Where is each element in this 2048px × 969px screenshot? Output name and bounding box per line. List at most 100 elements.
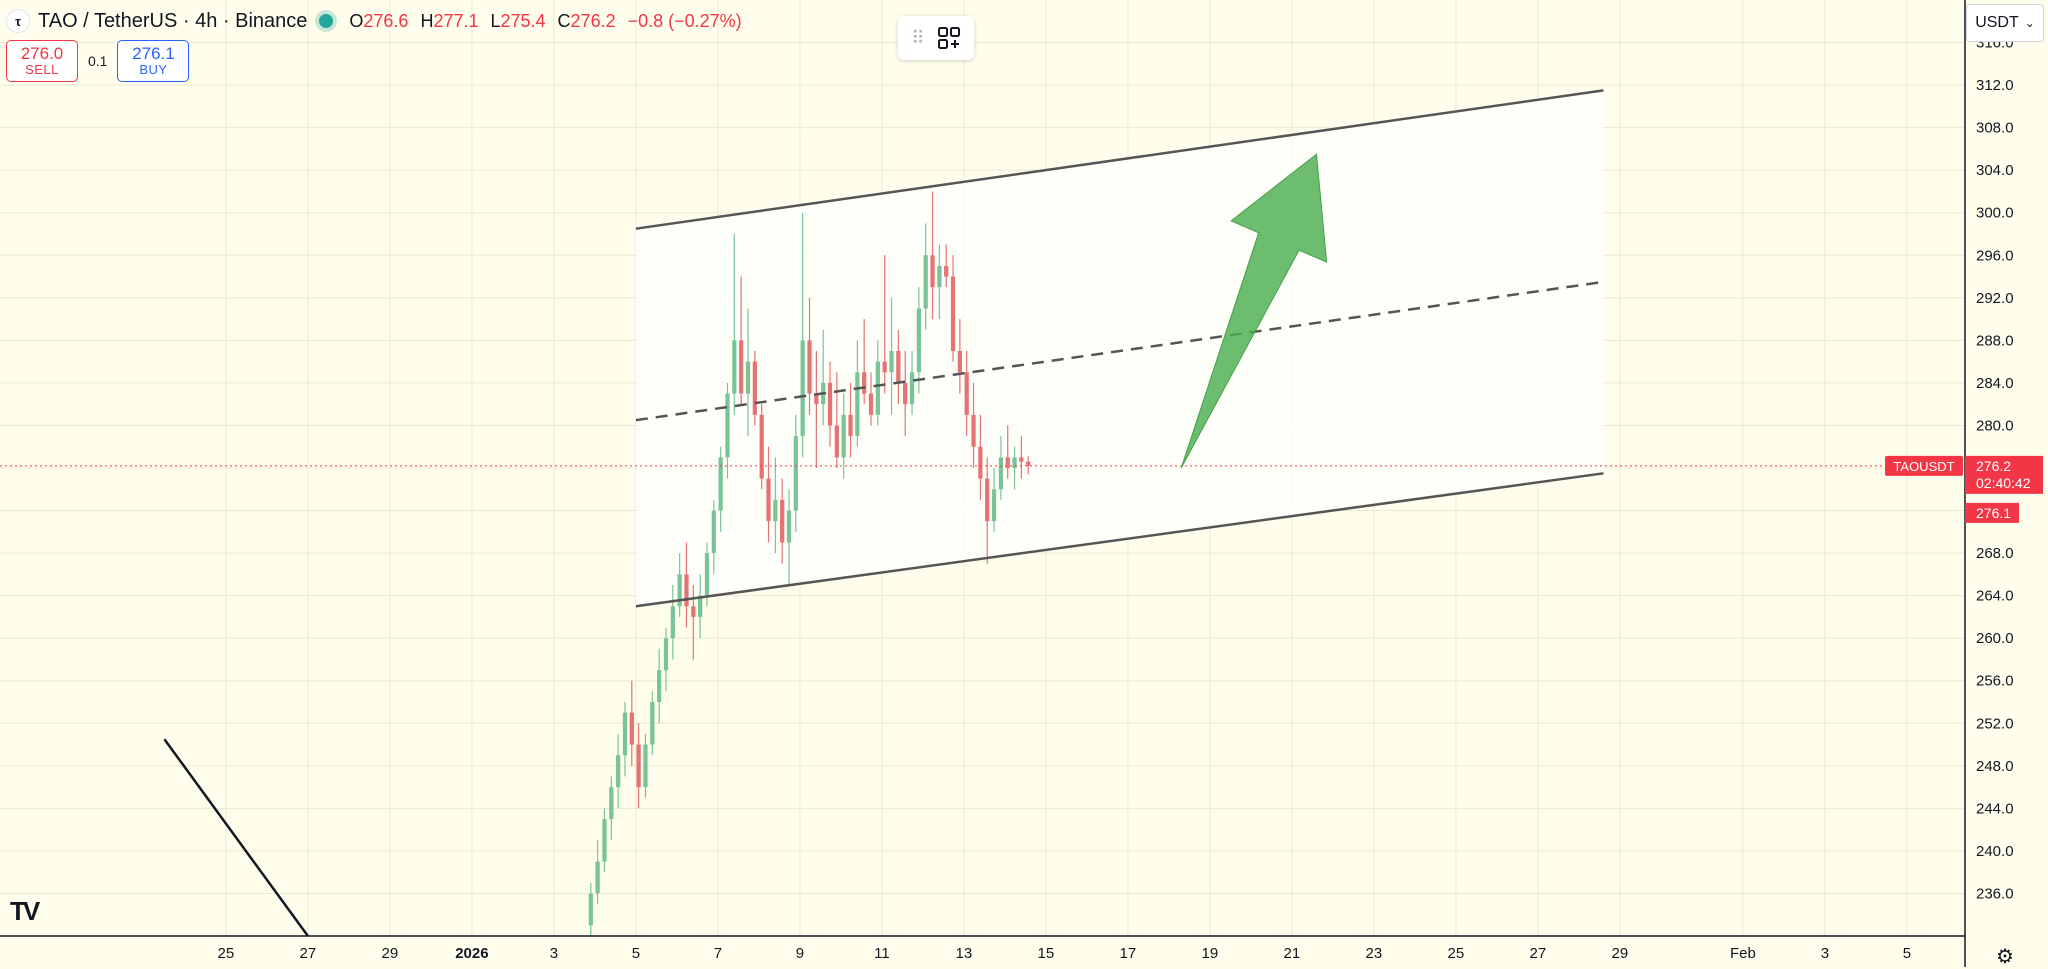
symbol-title[interactable]: TAO / TetherUS · 4h · Binance xyxy=(38,9,308,32)
buy-price: 276.1 xyxy=(132,43,175,63)
price-tick-label: 264.0 xyxy=(1976,588,2014,605)
channel-upper-line xyxy=(635,89,1604,230)
candle-up xyxy=(916,287,921,394)
channel-lower-line xyxy=(635,472,1604,608)
candle-down xyxy=(827,361,833,447)
currency-label: USDT xyxy=(1975,14,2019,31)
candle-up xyxy=(923,223,928,330)
candle-body xyxy=(595,861,600,894)
candle-up xyxy=(663,627,669,692)
candle-down xyxy=(985,457,990,564)
price-tick-label: 260.0 xyxy=(1976,630,2014,647)
time-tick-label: 3 xyxy=(1821,945,1829,962)
price-tick-label: 284.0 xyxy=(1976,375,2014,392)
candle-down xyxy=(882,255,887,394)
candle-down xyxy=(950,255,956,362)
candle-up xyxy=(998,436,1004,500)
candle-body xyxy=(663,638,669,671)
candle-body xyxy=(875,361,880,415)
time-tick-label: 5 xyxy=(1903,945,1911,962)
price-tick-label: 304.0 xyxy=(1976,162,2014,179)
candle-up xyxy=(855,340,860,447)
candle-body xyxy=(862,372,867,394)
candle-body xyxy=(916,308,921,373)
price-tick-label: 292.0 xyxy=(1976,290,2014,307)
buy-button[interactable]: 276.1 BUY xyxy=(117,40,190,82)
projection-arrow xyxy=(1180,153,1328,469)
candle-body xyxy=(903,382,908,405)
spread-value: 0.1 xyxy=(88,53,108,69)
candle-up xyxy=(595,840,600,905)
candle-body xyxy=(698,595,703,617)
price-tick-label: 300.0 xyxy=(1976,205,2014,222)
candle-body xyxy=(793,436,798,511)
candle-body xyxy=(588,893,593,926)
sell-label: SELL xyxy=(25,62,59,78)
candle-up xyxy=(616,733,621,809)
candle-up xyxy=(670,585,675,660)
candle-body xyxy=(971,414,976,447)
candle-down xyxy=(780,478,785,564)
ask-price-tag xyxy=(1965,502,2019,523)
time-tick-label: 27 xyxy=(1530,945,1547,962)
last-price-tag xyxy=(1965,455,2043,494)
candle-body xyxy=(855,372,860,437)
candle-body xyxy=(827,382,833,426)
candle-body xyxy=(800,340,805,437)
candle-body xyxy=(909,372,915,405)
price-tick-label: 308.0 xyxy=(1976,120,2014,137)
time-tick-label: 25 xyxy=(1448,945,1465,962)
candle-body xyxy=(766,478,771,522)
high-value: 277.1 xyxy=(433,10,479,31)
candle-up xyxy=(909,351,915,415)
price-tick-label: 236.0 xyxy=(1976,885,2014,902)
candle-body xyxy=(834,425,839,458)
candle-down xyxy=(807,297,812,415)
candle-up xyxy=(841,393,846,479)
candle-up xyxy=(773,457,778,554)
low-value: 275.4 xyxy=(500,10,546,31)
candle-down xyxy=(834,372,839,468)
candle-down xyxy=(957,319,962,394)
sell-price: 276.0 xyxy=(20,43,64,63)
candle-up xyxy=(588,882,593,936)
candle-body xyxy=(650,702,655,745)
time-tick-label: 27 xyxy=(300,945,317,962)
candle-up xyxy=(889,297,894,415)
candle-body xyxy=(643,744,648,788)
time-tick-label: 25 xyxy=(218,945,235,962)
price-tick-label: 312.0 xyxy=(1976,77,2014,94)
price-tick-label: 240.0 xyxy=(1976,843,2014,860)
price-tick-label: 280.0 xyxy=(1976,417,2014,434)
tao-logo-icon: τ xyxy=(6,9,30,33)
candle-up xyxy=(745,308,751,437)
add-widget-icon[interactable] xyxy=(937,26,961,50)
candle-body xyxy=(998,457,1004,490)
trend-line xyxy=(163,738,309,937)
price-tick-label: 252.0 xyxy=(1976,715,2014,732)
candle-body xyxy=(991,489,997,522)
drag-handle-icon[interactable]: ⠿ xyxy=(911,27,924,48)
tradingview-logo-icon[interactable]: TV xyxy=(10,896,40,926)
candle-body xyxy=(629,712,634,745)
candle-body xyxy=(670,606,675,639)
gear-icon[interactable]: ⚙ xyxy=(1996,946,2014,968)
price-tick-label: 296.0 xyxy=(1976,247,2014,264)
symbol-price-tag xyxy=(1885,455,1963,476)
bar-countdown: 02:40:42 xyxy=(1976,475,2031,491)
candle-body xyxy=(930,255,935,288)
candle-body xyxy=(718,457,723,511)
candle-up xyxy=(875,340,880,426)
currency-selector[interactable]: USDT ⌄ xyxy=(1966,4,2044,42)
candle-body xyxy=(814,393,819,405)
time-tick-label: 15 xyxy=(1038,945,1055,962)
candle-body xyxy=(691,606,696,617)
candle-down xyxy=(766,446,771,543)
sell-button[interactable]: 276.0 SELL xyxy=(6,40,78,82)
candle-down xyxy=(636,723,641,809)
candle-up xyxy=(698,574,703,639)
candle-body xyxy=(745,361,751,394)
candle-up xyxy=(793,414,798,532)
candle-body xyxy=(1019,457,1024,462)
